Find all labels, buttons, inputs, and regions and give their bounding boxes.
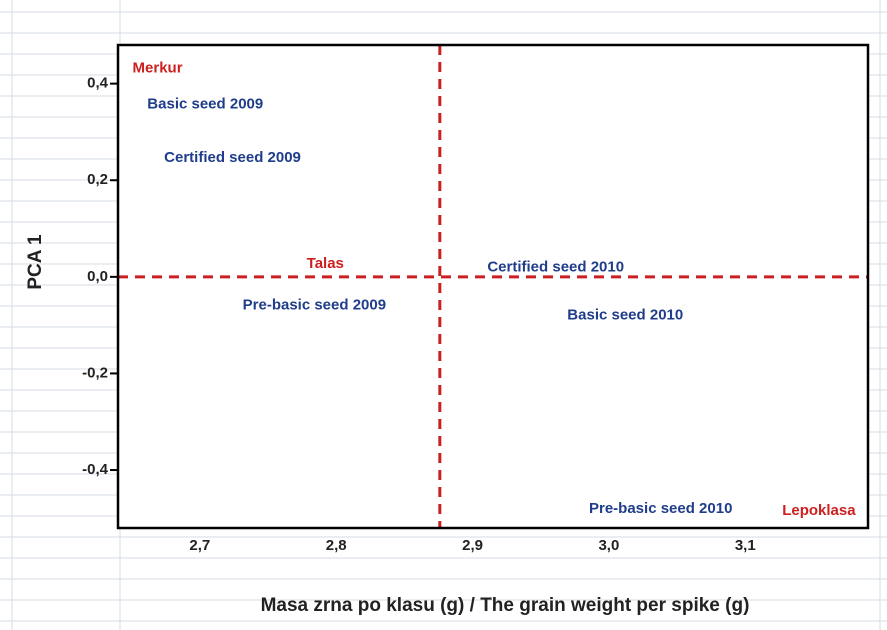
y-tick-label: -0,2 xyxy=(82,364,108,381)
x-tick-label: 3,0 xyxy=(598,537,619,554)
point-label: Basic seed 2009 xyxy=(147,95,263,112)
point-label: Basic seed 2010 xyxy=(567,306,683,323)
point-label: Talas xyxy=(307,255,344,272)
x-tick-label: 2,9 xyxy=(462,537,483,554)
plot-frame xyxy=(116,43,870,530)
point-label: Merkur xyxy=(133,60,183,77)
point-label: Certified seed 2009 xyxy=(164,149,301,166)
x-tick-label: 2,8 xyxy=(326,537,347,554)
x-tick-label: 2,7 xyxy=(189,537,210,554)
x-axis-label: Masa zrna po klasu (g) / The grain weigh… xyxy=(261,595,750,616)
y-tick-label: -0,4 xyxy=(82,461,109,478)
x-tick-label: 3,1 xyxy=(735,537,756,554)
point-label: Lepoklasa xyxy=(782,502,856,519)
y-tick-label: 0,4 xyxy=(87,75,109,92)
plot-area xyxy=(118,45,868,528)
y-tick-label: 0,0 xyxy=(87,268,108,285)
point-label: Pre-basic seed 2009 xyxy=(243,296,386,313)
y-axis-label: PCA 1 xyxy=(25,234,46,290)
point-label: Pre-basic seed 2010 xyxy=(589,500,732,517)
point-label: Certified seed 2010 xyxy=(487,259,624,276)
y-tick-label: 0,2 xyxy=(87,171,108,188)
